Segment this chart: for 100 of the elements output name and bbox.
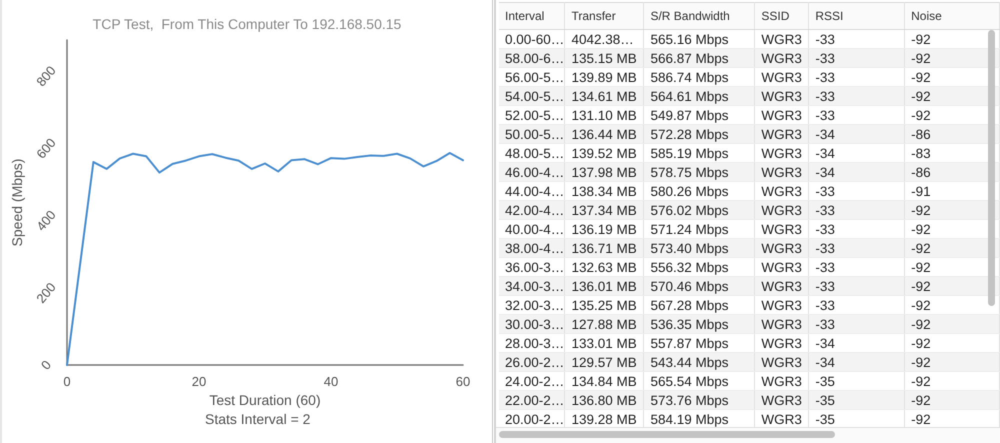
text: WGR3 [761, 316, 802, 332]
text: -34 [815, 354, 835, 370]
text: 139.28 MB [571, 412, 637, 426]
y-tick-label: 0 [38, 357, 54, 373]
text: 572.28 Mbps [650, 126, 729, 142]
text: WGR3 [761, 146, 802, 160]
text: WGR3 [761, 202, 802, 218]
text: 129.57 MB [571, 354, 637, 370]
text: 134.61 MB [571, 88, 637, 104]
text: 135.25 MB [571, 298, 637, 312]
y-tick-label: 800 [33, 62, 59, 90]
y-tick-label: 400 [33, 207, 59, 234]
text: WGR3 [761, 374, 802, 388]
text: WGR3 [761, 278, 802, 294]
text: 564.61 Mbps [650, 88, 729, 104]
text: 566.87 Mbps [650, 50, 729, 66]
text: 46.00-4… [505, 164, 564, 180]
text: -33 [815, 50, 835, 66]
text: 30.00-3… [505, 316, 564, 332]
text: 52.00-5… [505, 108, 564, 122]
category-label: Transfer [564, 2, 644, 30]
text: 44.00-4… [505, 184, 564, 198]
text: 578.75 Mbps [650, 164, 729, 180]
x-tick-label: 60 [456, 374, 470, 389]
text: -34 [815, 146, 835, 160]
category-label: S/R Bandwidth [644, 2, 755, 30]
y-axis-title: Speed (Mbps) [9, 158, 26, 246]
text: -33 [815, 32, 835, 46]
text: -35 [815, 412, 835, 426]
text: 139.52 MB [571, 146, 637, 160]
text: 48.00-5… [505, 146, 564, 160]
text: 24.00-2… [505, 374, 564, 388]
text: -34 [815, 126, 835, 142]
text: 565.54 Mbps [650, 374, 729, 388]
text: -33 [815, 316, 835, 332]
x-tick-label: 0 [63, 374, 71, 389]
text: -33 [815, 70, 835, 84]
text: 585.19 Mbps [650, 146, 729, 160]
text: WGR3 [761, 126, 802, 142]
text: 56.00-5… [505, 70, 564, 84]
text: WGR3 [761, 108, 802, 122]
y-tick-label: 200 [33, 280, 59, 306]
text: -83 [911, 146, 931, 160]
text: 42.00-4… [505, 202, 564, 218]
x-tick-label: 40 [324, 374, 338, 389]
text: 137.98 MB [571, 164, 637, 180]
text: 543.44 Mbps [650, 354, 729, 370]
category-label: RSSI [808, 2, 905, 30]
text: -92 [911, 278, 931, 294]
text: -92 [911, 336, 931, 350]
text: -92 [911, 88, 931, 104]
text: -33 [815, 298, 835, 312]
text: 567.28 Mbps [650, 298, 729, 312]
text: 40.00-4… [505, 222, 564, 236]
text: 38.00-4… [505, 240, 564, 256]
text: 131.10 MB [571, 108, 637, 122]
text: -92 [911, 240, 931, 256]
text: -86 [911, 164, 931, 180]
text: 557.87 Mbps [650, 336, 729, 350]
text: 36.00-3… [505, 260, 564, 274]
text: -92 [911, 222, 931, 236]
text: WGR3 [761, 354, 802, 370]
text: WGR3 [761, 164, 802, 180]
text: -35 [815, 392, 835, 408]
text: -33 [815, 202, 835, 218]
text: -33 [815, 184, 835, 198]
text: 0.00-60… [505, 32, 564, 46]
text: 22.00-2… [505, 392, 564, 408]
text: -92 [911, 70, 931, 84]
text: 570.46 Mbps [650, 278, 729, 294]
text: 571.24 Mbps [650, 222, 729, 236]
text: 133.01 MB [571, 336, 637, 350]
text: 137.34 MB [571, 202, 637, 218]
text: 536.35 Mbps [650, 316, 729, 332]
category-label: SSID [754, 2, 809, 30]
text: 58.00-6… [505, 50, 564, 66]
text: -92 [911, 260, 931, 274]
text: 138.34 MB [571, 184, 637, 198]
text: WGR3 [761, 298, 802, 312]
text: 132.63 MB [571, 260, 637, 274]
text: -86 [911, 126, 931, 142]
text: -92 [911, 298, 931, 312]
text: 20.00-2… [505, 412, 564, 426]
text: 580.26 Mbps [650, 184, 729, 198]
text: 136.01 MB [571, 278, 637, 294]
text: 549.87 Mbps [650, 108, 729, 122]
text: 573.40 Mbps [650, 240, 729, 256]
text: -33 [815, 240, 835, 256]
text: -92 [911, 202, 931, 218]
text: 32.00-3… [505, 298, 564, 312]
text: -91 [911, 184, 931, 198]
text: 136.71 MB [571, 240, 637, 256]
x-axis-title: Test Duration (60) [209, 392, 321, 408]
text: Stats Interval = 2 [204, 411, 311, 427]
text: 136.80 MB [571, 392, 637, 408]
text: 134.84 MB [571, 374, 637, 388]
text: 34.00-3… [505, 278, 564, 294]
text: WGR3 [761, 184, 802, 198]
text: 584.19 Mbps [650, 412, 729, 426]
text: WGR3 [761, 336, 802, 350]
